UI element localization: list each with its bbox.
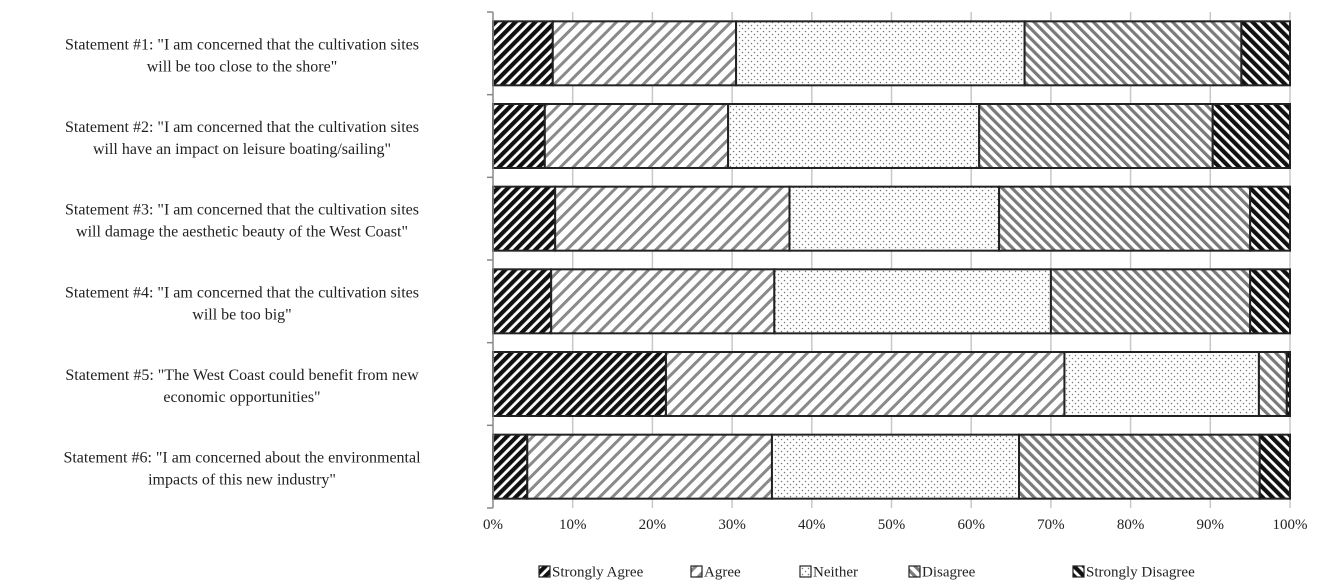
legend: Strongly Agree Agree Neither Disagree Strong… — [538, 565, 1195, 581]
category-label: Statement #3: "I am concerned that the c… — [65, 202, 419, 241]
bar-segment — [1023, 20, 1243, 87]
bar-segment — [1249, 185, 1292, 252]
bar-segment — [492, 103, 546, 169]
bar-segment — [1063, 351, 1260, 417]
bar-segment — [1258, 433, 1291, 500]
category-label: Statement #6: "I am concerned about the … — [63, 450, 421, 489]
bar-segment — [664, 351, 1066, 417]
bar-segment — [492, 433, 529, 500]
legend-swatch — [908, 565, 921, 578]
bar-segment — [1018, 433, 1261, 500]
legend-swatch — [538, 565, 551, 578]
bar-segment — [727, 103, 981, 169]
bar-segment — [526, 433, 773, 500]
x-tick-label: 80% — [1117, 517, 1145, 533]
bar-segment — [978, 103, 1214, 169]
bar-segment — [492, 185, 557, 252]
legend-label: Strongly Disagree — [1086, 565, 1195, 581]
legend-swatch — [1072, 565, 1085, 578]
category-label: Statement #1: "I am concerned that the c… — [65, 36, 419, 75]
bar-segment — [492, 268, 553, 335]
legend-swatch — [690, 565, 703, 578]
bar-segment — [788, 185, 1001, 252]
legend-label: Disagree — [922, 565, 976, 581]
bar-segment — [773, 268, 1052, 335]
category-label: Statement #4: "I am concerned that the c… — [65, 284, 419, 323]
bar-segment — [998, 185, 1252, 252]
bars — [492, 20, 1292, 500]
x-tick-label: 50% — [878, 517, 906, 533]
x-tick-label: 20% — [639, 517, 667, 533]
bar-segment — [735, 20, 1026, 87]
bar-segment — [1240, 20, 1292, 87]
x-tick-label: 70% — [1037, 517, 1065, 533]
bar-segment — [1257, 351, 1288, 417]
x-tick-label: 90% — [1197, 517, 1225, 533]
bar-segment — [554, 185, 791, 252]
legend-swatch — [799, 565, 812, 578]
bar-segment — [1285, 351, 1292, 417]
x-tick-label: 30% — [718, 517, 746, 533]
bar-segment — [1249, 268, 1292, 335]
bar-segment — [543, 103, 730, 169]
x-tick-labels: 0% 10% 20% 30% 40% 50% 60% 70% 80% 90% 100% — [483, 517, 1308, 533]
x-tick-label: 60% — [957, 517, 985, 533]
bar-segment — [492, 351, 667, 417]
category-label: Statement #2: "I am concerned that the c… — [65, 119, 419, 158]
x-tick-label: 40% — [798, 517, 826, 533]
legend-label: Agree — [704, 565, 741, 581]
category-labels: Statement #1: "I am concerned that the c… — [63, 36, 421, 488]
bar-segment — [492, 20, 554, 87]
legend-label: Strongly Agree — [552, 565, 644, 581]
x-tick-label: 10% — [559, 517, 587, 533]
legend-label: Neither — [813, 565, 858, 581]
x-tick-label: 100% — [1273, 517, 1308, 533]
bar-segment — [551, 20, 738, 87]
category-label: Statement #5: "The West Coast could bene… — [65, 367, 419, 406]
bar-segment — [770, 433, 1021, 500]
bar-segment — [1211, 103, 1292, 169]
gridlines — [571, 12, 1291, 508]
x-tick-label: 0% — [483, 517, 503, 533]
bar-segment — [550, 268, 776, 335]
axes — [487, 11, 494, 509]
bar-segment — [1049, 268, 1252, 335]
